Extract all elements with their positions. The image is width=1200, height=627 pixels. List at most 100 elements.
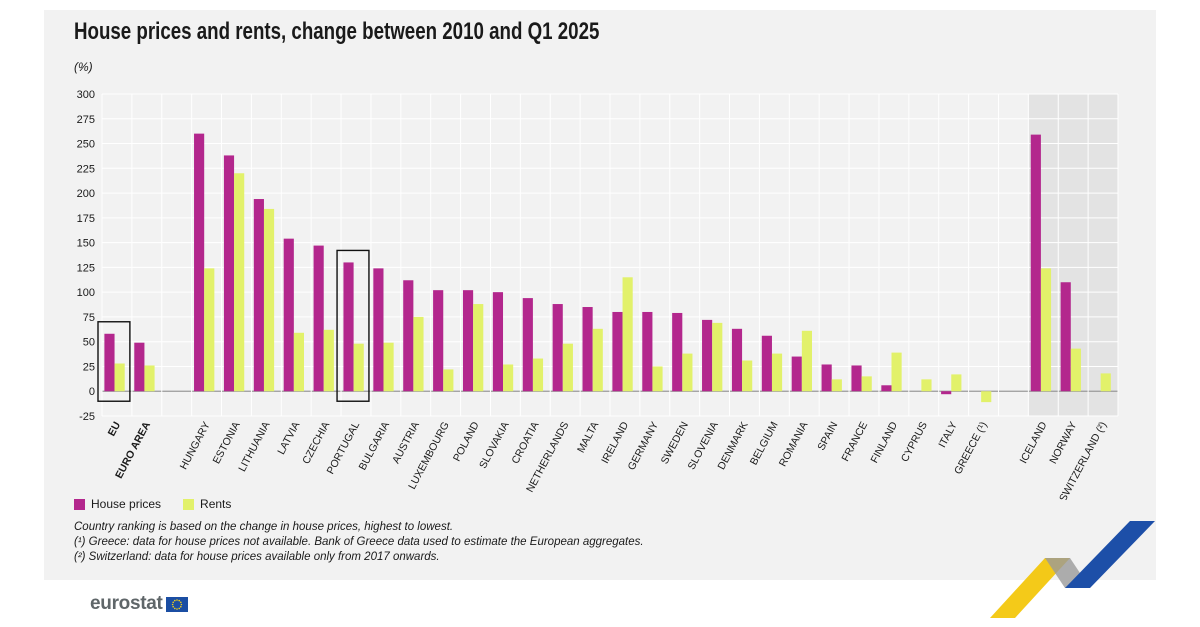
x-tick-label: DENMARK xyxy=(715,420,750,472)
bar-house-prices xyxy=(373,268,384,392)
highlight-box xyxy=(97,321,131,402)
bar-house-prices xyxy=(941,391,952,395)
bar-house-prices xyxy=(672,312,683,392)
y-tick-label: 75 xyxy=(83,312,95,324)
bar-house-prices xyxy=(1030,134,1041,392)
bar-house-prices xyxy=(522,298,533,392)
legend-label-house-prices: House prices xyxy=(91,497,162,511)
x-tick-label: HUNGARY xyxy=(178,420,213,472)
bar-rents xyxy=(263,208,275,392)
y-tick-label: 0 xyxy=(89,386,95,398)
bar-rents xyxy=(562,343,573,392)
bar-house-prices xyxy=(761,335,772,392)
chart-title: House prices and rents, change between 2… xyxy=(74,18,600,45)
bar-house-prices xyxy=(552,304,563,392)
x-tick-label: FINLAND xyxy=(868,419,900,465)
legend-swatch-house-prices xyxy=(74,498,85,510)
bar-rents xyxy=(682,353,693,392)
bar-rents xyxy=(114,363,125,392)
bar-house-prices xyxy=(791,356,802,392)
x-tick-label: SWEDEN xyxy=(659,420,691,466)
y-tick-label: 100 xyxy=(77,287,95,299)
x-tick-label: LITHUANIA xyxy=(236,420,272,474)
decorative-chevron-graphic xyxy=(990,521,1155,618)
bar-house-prices xyxy=(403,280,414,392)
x-tick-label: CROATIA xyxy=(509,420,541,466)
bar-rents xyxy=(1100,373,1111,392)
bar-house-prices xyxy=(462,290,474,392)
bar-house-prices xyxy=(821,364,832,392)
bar-rents xyxy=(951,374,962,392)
bar-house-prices xyxy=(642,311,653,392)
highlight-box xyxy=(336,249,370,402)
bar-house-prices xyxy=(283,238,294,392)
y-tick-label: 300 xyxy=(77,89,95,101)
bar-rents xyxy=(831,379,842,392)
bar-house-prices xyxy=(702,319,713,392)
bar-house-prices xyxy=(134,342,145,392)
y-tick-label: 275 xyxy=(77,114,95,126)
y-axis-unit: (%) xyxy=(74,60,93,74)
x-tick-label: ICELAND xyxy=(1018,419,1050,465)
x-tick-label: FRANCE xyxy=(839,420,870,464)
bar-house-prices xyxy=(731,328,743,392)
legend-swatch-rents xyxy=(183,498,195,510)
bar-rents xyxy=(144,365,155,392)
bar-house-prices xyxy=(343,262,354,392)
bar-rents xyxy=(981,391,992,403)
eurostat-wordmark: eurostat xyxy=(90,593,163,614)
bar-rents xyxy=(413,316,424,392)
x-tick-label: POLAND xyxy=(451,419,482,463)
x-tick-label: ROMANIA xyxy=(777,420,811,469)
x-tick-label: SLOVAKIA xyxy=(477,420,512,471)
y-tick-label: 200 xyxy=(77,188,95,200)
bar-rents xyxy=(234,173,245,392)
y-tick-label: 150 xyxy=(77,238,95,250)
y-tick-label: 225 xyxy=(77,163,95,175)
bar-rents xyxy=(473,304,484,392)
x-tick-label: CYPRUS xyxy=(899,420,930,464)
y-tick-label: 125 xyxy=(77,262,95,274)
note-switzerland: (²) Switzerland: data for house prices a… xyxy=(74,551,440,563)
bar-rents xyxy=(712,322,723,392)
bar-rents xyxy=(1040,268,1052,392)
bar-rents xyxy=(353,343,364,392)
bar-rents xyxy=(1070,348,1081,392)
y-tick-label: 250 xyxy=(77,139,95,151)
bar-house-prices xyxy=(492,292,504,392)
bar-rents xyxy=(771,353,783,392)
bar-house-prices xyxy=(104,333,115,392)
bar-rents xyxy=(383,342,394,392)
x-tick-label: IRELAND xyxy=(599,419,631,465)
note-greece: (¹) Greece: data for house prices not av… xyxy=(74,536,644,548)
bar-house-prices xyxy=(881,385,892,392)
x-tick-label: NORWAY xyxy=(1047,420,1079,466)
bar-rents xyxy=(443,369,454,392)
bar-house-prices xyxy=(253,199,264,392)
bar-house-prices xyxy=(194,133,205,392)
bar-chart: -25 0 25 50 75 100 125 150 175 200 225 250 275 300 EU E… xyxy=(77,89,1119,500)
bar-rents xyxy=(921,379,932,392)
x-tick-label: EU xyxy=(106,420,123,439)
bar-rents xyxy=(592,328,603,392)
chart-notes: Country ranking is based on the change i… xyxy=(74,520,644,565)
bar-rents xyxy=(204,268,215,392)
x-tick-label: AUSTRIA xyxy=(390,420,422,466)
legend-entry-rents: Rents xyxy=(183,497,231,511)
chart-legend: House prices Rents xyxy=(74,497,253,511)
x-tick-label: ESTONIA xyxy=(211,420,243,466)
bar-house-prices xyxy=(223,155,235,392)
eu-flag-icon xyxy=(165,596,188,612)
eurostat-logo: eurostat xyxy=(90,593,188,615)
bar-rents xyxy=(652,366,663,392)
x-tick-label: BELGIUM xyxy=(748,420,781,467)
x-tick-label: SPAIN xyxy=(815,420,840,453)
bar-rents xyxy=(293,332,305,392)
y-tick-label: 175 xyxy=(77,213,95,225)
x-tick-label: MALTA xyxy=(575,420,601,455)
y-tick-label: 50 xyxy=(83,337,95,349)
x-tick-label: ITALY xyxy=(936,420,960,450)
x-tick-label: LATVIA xyxy=(275,420,302,457)
note-ranking: Country ranking is based on the change i… xyxy=(74,521,454,533)
x-tick-label: GERMANY xyxy=(626,420,662,473)
